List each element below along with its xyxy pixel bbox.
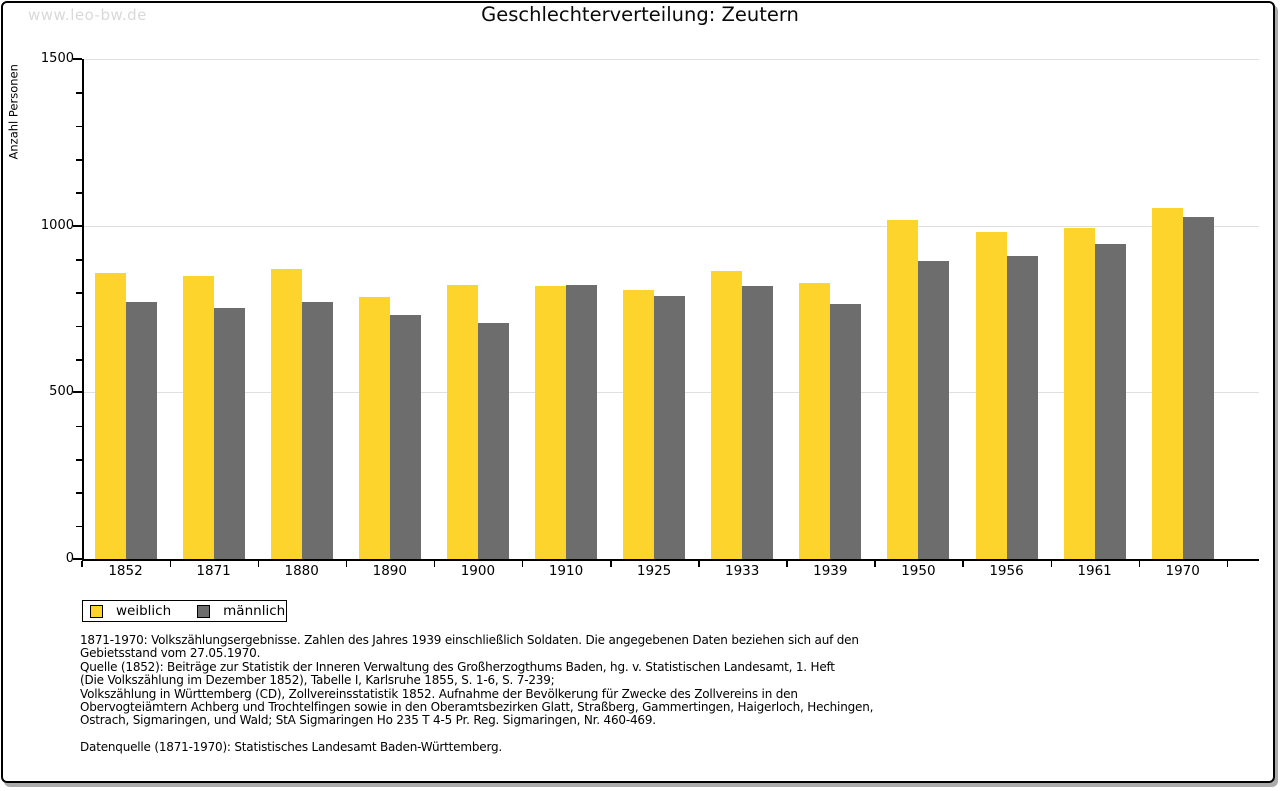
x-boundary-tick bbox=[1050, 561, 1053, 567]
footnote-line: Ostrach, Sigmaringen, und Wald; StA Sigm… bbox=[80, 713, 656, 728]
bar-weiblich-1900 bbox=[446, 285, 478, 559]
x-boundary-tick bbox=[1226, 561, 1229, 567]
bar-weiblich-1852 bbox=[94, 273, 126, 559]
y-major-tick bbox=[73, 558, 82, 560]
footnote-line: Quelle (1852): Beiträge zur Statistik de… bbox=[80, 659, 835, 674]
y-tick-label: 500 bbox=[49, 384, 74, 400]
x-tick-label-1900: 1900 bbox=[460, 563, 496, 579]
footnote-line: 1871-1970: Volkszählungsergebnisse. Zahl… bbox=[80, 633, 859, 647]
legend-swatch-weiblich bbox=[90, 604, 103, 618]
x-tick-label-1852: 1852 bbox=[108, 563, 143, 579]
bar-weiblich-1956 bbox=[975, 232, 1007, 559]
x-tick-label-1939: 1939 bbox=[813, 563, 848, 579]
x-tick-label-1970: 1970 bbox=[1165, 563, 1200, 579]
y-minor-tick bbox=[76, 292, 82, 294]
bar-weiblich-1871 bbox=[182, 276, 214, 559]
chart-title: Geschlechterverteilung: Zeutern bbox=[481, 3, 799, 26]
footnote-line: Obervogteiämtern Achberg und Trochtelfin… bbox=[80, 700, 874, 715]
gridline-1500 bbox=[84, 59, 1259, 60]
chart-legend: weiblich männlich bbox=[82, 600, 287, 622]
y-axis-title: Anzahl Personen bbox=[6, 64, 21, 160]
y-tick-label: 1500 bbox=[40, 51, 74, 66]
x-boundary-tick bbox=[874, 561, 876, 567]
x-boundary-tick bbox=[257, 561, 260, 567]
x-boundary-tick bbox=[1138, 561, 1141, 567]
bar-männlich-1871 bbox=[213, 307, 245, 559]
source-footnotes: 1871-1970: Volkszählungsergebnisse. Zahl… bbox=[80, 633, 1200, 728]
x-tick-label-1880: 1880 bbox=[284, 563, 319, 579]
y-minor-tick bbox=[76, 125, 82, 128]
y-major-tick bbox=[73, 224, 82, 227]
bar-weiblich-1950 bbox=[887, 219, 919, 559]
bar-männlich-1900 bbox=[477, 323, 509, 559]
bar-männlich-1950 bbox=[918, 261, 950, 559]
x-tick-label-1925: 1925 bbox=[636, 563, 672, 579]
bar-weiblich-1970 bbox=[1151, 208, 1183, 559]
footnote-line: Volkszählung in Württemberg (CD), Zollve… bbox=[80, 686, 798, 701]
bar-weiblich-1910 bbox=[535, 285, 566, 559]
y-minor-tick bbox=[76, 492, 82, 494]
site-watermark: www.leo-bw.de bbox=[28, 6, 147, 24]
x-boundary-tick bbox=[169, 561, 172, 567]
x-boundary-tick bbox=[521, 561, 524, 567]
y-minor-tick bbox=[76, 425, 82, 428]
bar-männlich-1852 bbox=[125, 302, 157, 559]
y-minor-tick bbox=[76, 459, 82, 461]
bar-männlich-1910 bbox=[566, 285, 597, 559]
bar-männlich-1970 bbox=[1182, 217, 1214, 559]
bar-weiblich-1961 bbox=[1063, 228, 1095, 559]
y-minor-tick bbox=[76, 92, 82, 94]
x-boundary-tick bbox=[433, 561, 436, 567]
bar-männlich-1956 bbox=[1006, 256, 1038, 559]
y-minor-tick bbox=[76, 159, 82, 161]
y-minor-tick bbox=[76, 359, 82, 361]
x-boundary-tick bbox=[345, 561, 348, 567]
y-minor-tick bbox=[76, 525, 82, 528]
x-tick-label-1871: 1871 bbox=[196, 563, 231, 579]
footnote-line: Gebietsstand vom 27.05.1970. bbox=[80, 646, 261, 661]
bar-weiblich-1939 bbox=[799, 283, 831, 559]
bar-weiblich-1925 bbox=[623, 290, 655, 559]
bar-männlich-1961 bbox=[1094, 244, 1126, 559]
y-tick-label: 0 bbox=[65, 551, 74, 566]
x-tick-label-1910: 1910 bbox=[548, 563, 584, 579]
bar-weiblich-1933 bbox=[711, 271, 743, 559]
gridline-1000 bbox=[84, 225, 1259, 227]
bar-männlich-1925 bbox=[654, 296, 686, 559]
x-boundary-tick bbox=[81, 561, 83, 567]
x-tick-label-1950: 1950 bbox=[901, 563, 936, 579]
x-boundary-tick bbox=[698, 561, 700, 567]
x-boundary-tick bbox=[786, 561, 788, 567]
y-minor-tick bbox=[76, 325, 82, 328]
bar-chart-plot-area bbox=[82, 59, 1259, 561]
bar-männlich-1939 bbox=[830, 303, 862, 559]
bar-männlich-1933 bbox=[742, 286, 774, 559]
y-tick-label: 1000 bbox=[40, 217, 74, 233]
bar-männlich-1890 bbox=[389, 315, 421, 559]
y-major-tick bbox=[73, 391, 82, 394]
x-boundary-tick bbox=[962, 561, 964, 567]
y-minor-tick bbox=[76, 192, 82, 194]
bar-weiblich-1880 bbox=[270, 269, 302, 559]
y-major-tick bbox=[73, 58, 82, 60]
x-tick-label-1933: 1933 bbox=[725, 563, 760, 579]
bar-männlich-1880 bbox=[301, 302, 333, 559]
x-tick-label-1890: 1890 bbox=[372, 563, 407, 579]
legend-label-weiblich: weiblich bbox=[116, 603, 172, 619]
footnote-line: (Die Volkszählung im Dezember 1852), Tab… bbox=[80, 673, 555, 688]
y-minor-tick bbox=[76, 259, 82, 261]
x-tick-label-1961: 1961 bbox=[1077, 563, 1112, 579]
datasource-note: Datenquelle (1871-1970): Statistisches L… bbox=[80, 740, 503, 754]
legend-label-maennlich: männlich bbox=[223, 603, 286, 619]
bar-weiblich-1890 bbox=[358, 297, 390, 559]
legend-swatch-maennlich bbox=[197, 604, 211, 618]
x-boundary-tick bbox=[610, 561, 612, 567]
x-tick-label-1956: 1956 bbox=[989, 563, 1024, 579]
